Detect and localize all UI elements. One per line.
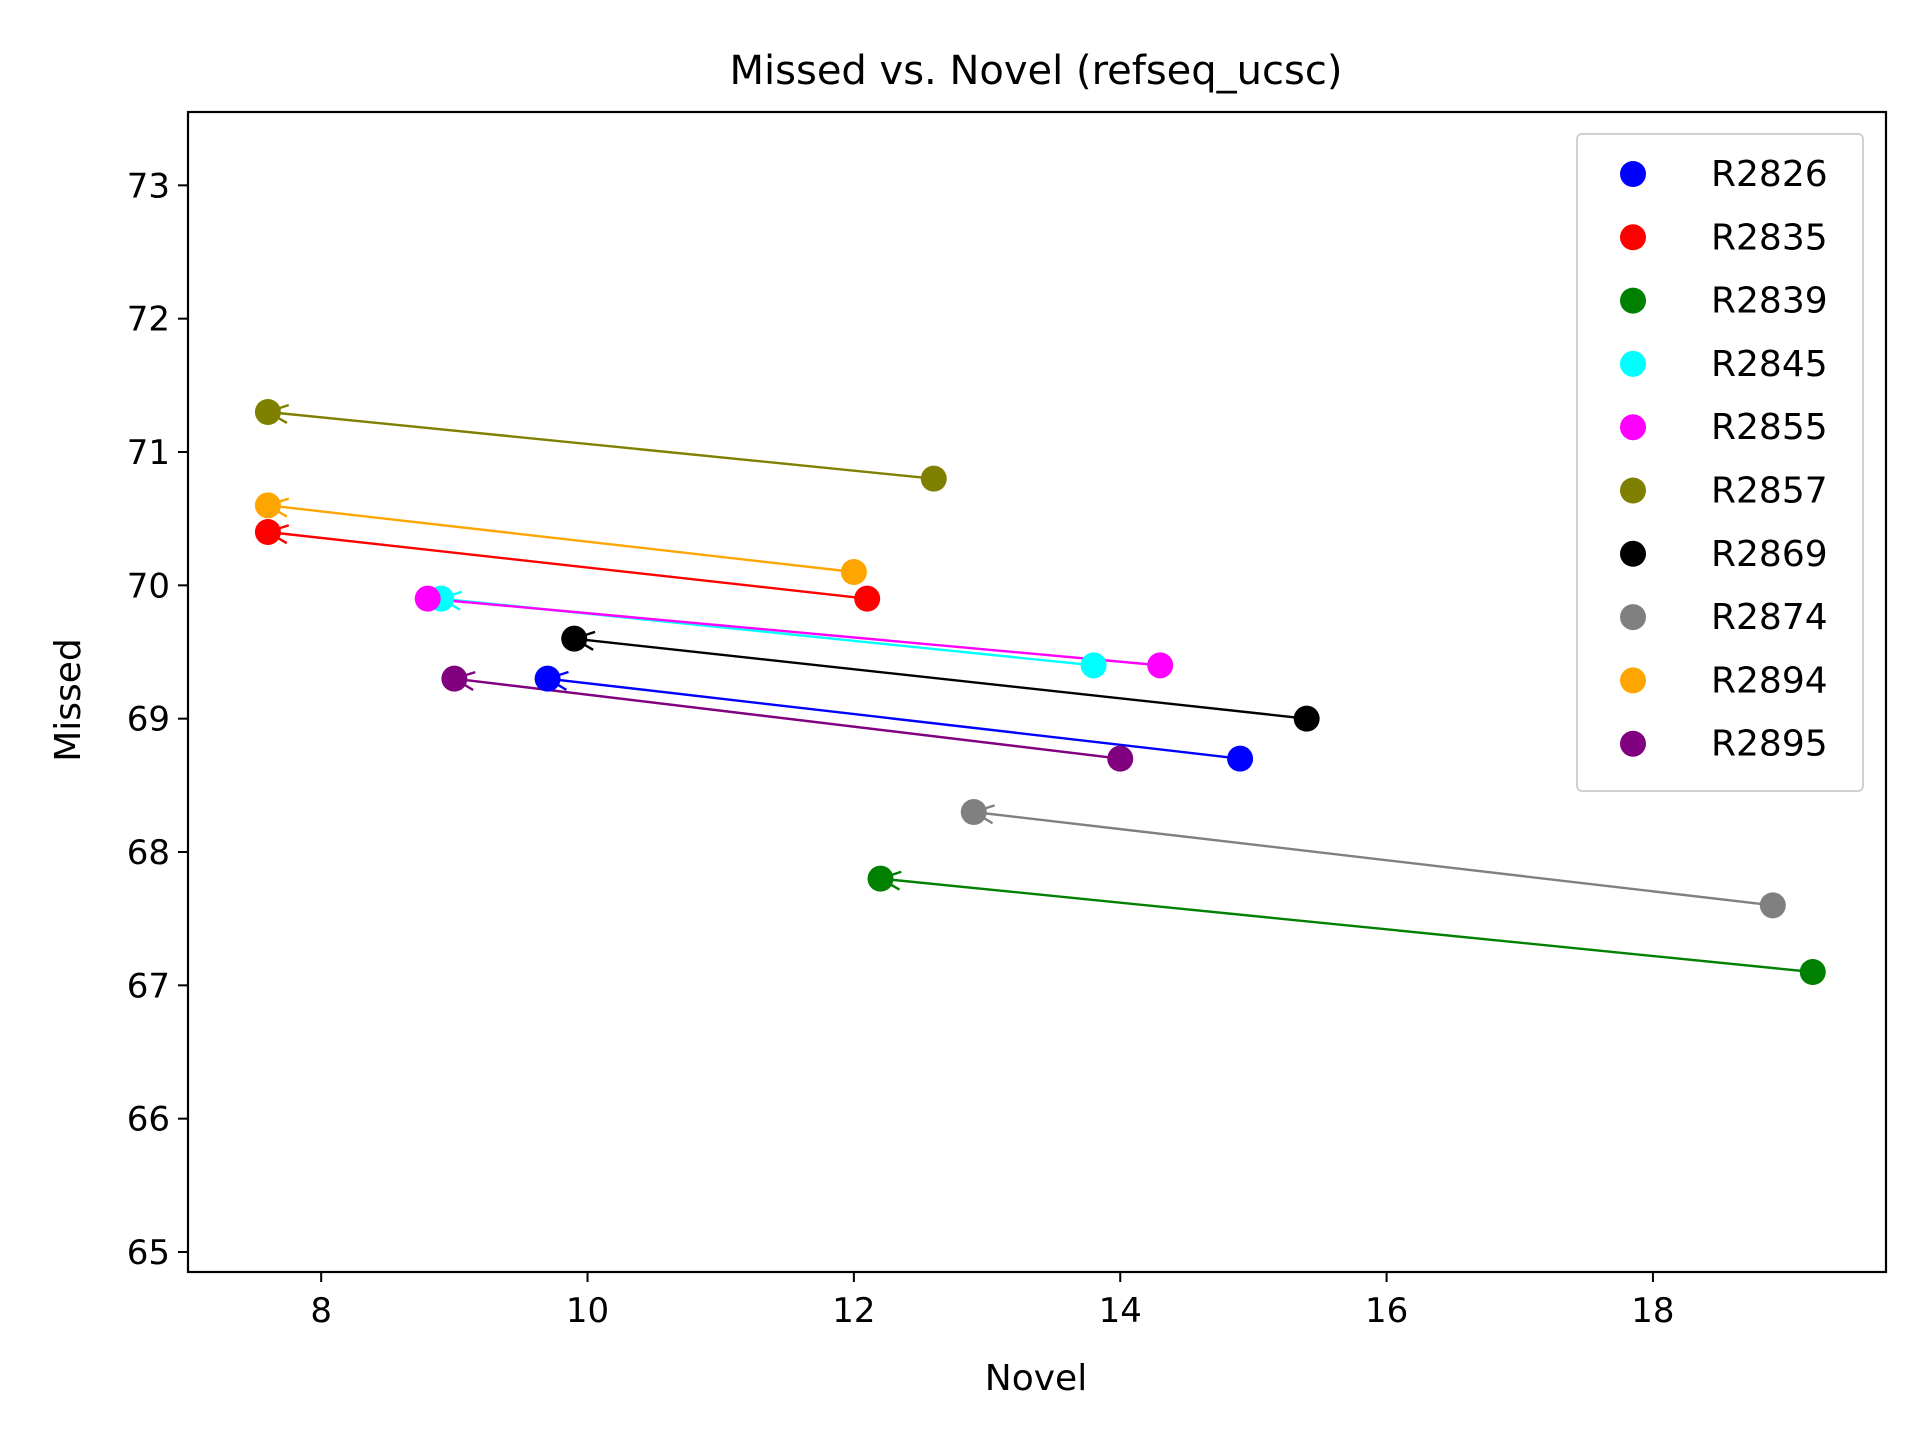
point-R2857-1 <box>920 465 947 492</box>
x-tick-label: 10 <box>566 1291 609 1331</box>
arrow-line-R2855 <box>427 597 1161 667</box>
legend-marker-R2826 <box>1620 161 1646 187</box>
point-R2826-2 <box>534 665 561 692</box>
y-tick-label: 67 <box>127 966 170 1006</box>
point-R2894-2 <box>254 492 281 519</box>
point-R2855-1 <box>1147 652 1174 679</box>
point-R2874-2 <box>960 799 987 825</box>
legend-label-R2894: R2894 <box>1711 660 1828 701</box>
legend-label-R2845: R2845 <box>1711 344 1828 385</box>
y-tick-label: 69 <box>127 700 170 740</box>
point-R2874-1 <box>1759 892 1786 919</box>
point-R2835-1 <box>854 585 881 612</box>
point-R2839-2 <box>867 865 894 892</box>
legend-marker-R2895 <box>1620 730 1646 757</box>
point-R2894-1 <box>840 559 867 585</box>
y-tick-label: 68 <box>127 833 170 873</box>
point-R2835-2 <box>254 519 281 545</box>
legend-marker-R2855 <box>1620 414 1646 441</box>
chart-title: Missed vs. Novel (refseq_ucsc) <box>730 48 1343 94</box>
y-tick-label: 73 <box>127 166 170 206</box>
x-tick-label: 18 <box>1631 1291 1674 1331</box>
y-tick-label: 72 <box>127 300 170 340</box>
y-tick-label: 71 <box>127 433 170 473</box>
arrow-line-R2839 <box>880 877 1813 974</box>
legend-marker-R2835 <box>1620 224 1646 251</box>
legend-label-R2839: R2839 <box>1711 281 1828 322</box>
legend-label-R2874: R2874 <box>1711 597 1828 638</box>
x-tick-label: 16 <box>1365 1291 1408 1331</box>
legend-marker-R2874 <box>1620 604 1646 631</box>
legend-label-R2826: R2826 <box>1711 154 1828 195</box>
x-tick-label: 8 <box>310 1291 332 1331</box>
point-R2845-1 <box>1080 652 1107 679</box>
point-R2826-1 <box>1227 745 1254 772</box>
plot-marks <box>254 399 1826 985</box>
legend-marker-R2894 <box>1620 667 1646 694</box>
legend-marker-R2839 <box>1620 287 1646 314</box>
x-tick-label: 14 <box>1099 1291 1142 1331</box>
arrow-line-R2869 <box>574 637 1307 720</box>
y-tick-label: 66 <box>127 1100 170 1140</box>
y-tick-label: 65 <box>127 1233 170 1273</box>
x-tick-label: 12 <box>832 1291 875 1331</box>
arrow-line-R2874 <box>973 810 1773 907</box>
legend-marker-R2869 <box>1620 540 1646 567</box>
legend: R2826 R2835 R2839 R2845 R2855 R2857 R2869 R2874… <box>1576 133 1864 792</box>
arrow-line-R2857 <box>267 410 934 480</box>
point-R2869-2 <box>561 625 588 652</box>
legend-box <box>1576 133 1864 792</box>
arrow-line-R2895 <box>454 677 1121 760</box>
point-R2857-2 <box>254 399 281 425</box>
arrow-line-R2826 <box>547 677 1241 760</box>
y-axis-label: Missed <box>48 638 89 762</box>
legend-label-R2869: R2869 <box>1711 534 1828 575</box>
point-R2839-1 <box>1799 959 1826 985</box>
arrow-line-R2835 <box>267 530 868 600</box>
point-R2869-1 <box>1293 705 1320 732</box>
plot-frame <box>186 110 1888 1274</box>
axes: 8 10 12 14 16 18 65 66 67 68 69 70 71 72 73 <box>127 166 1675 1331</box>
point-R2895-2 <box>441 665 468 692</box>
legend-label-R2857: R2857 <box>1711 471 1828 512</box>
x-axis-label: Novel <box>985 1358 1087 1399</box>
legend-marker-R2857 <box>1620 477 1646 504</box>
legend-marker-R2845 <box>1620 350 1646 377</box>
y-tick-label: 70 <box>127 566 170 606</box>
legend-label-R2855: R2855 <box>1711 407 1828 448</box>
point-R2855-2 <box>414 585 441 612</box>
legend-label-R2835: R2835 <box>1711 217 1828 258</box>
arrow-line-R2894 <box>267 504 855 574</box>
legend-label-R2895: R2895 <box>1711 724 1828 765</box>
point-R2895-1 <box>1107 745 1134 772</box>
